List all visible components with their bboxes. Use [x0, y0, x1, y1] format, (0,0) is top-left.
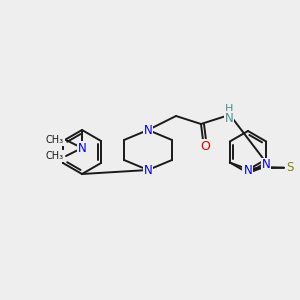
- Text: N: N: [144, 124, 152, 136]
- Text: O: O: [200, 140, 210, 152]
- Text: S: S: [286, 161, 294, 174]
- Text: N: N: [144, 164, 152, 176]
- Text: CH₃: CH₃: [46, 135, 64, 145]
- Text: N: N: [243, 164, 252, 177]
- Text: H: H: [225, 104, 233, 114]
- Text: N: N: [262, 158, 270, 172]
- Text: CH₃: CH₃: [46, 151, 64, 161]
- Text: N: N: [225, 112, 233, 124]
- Text: N: N: [78, 142, 86, 154]
